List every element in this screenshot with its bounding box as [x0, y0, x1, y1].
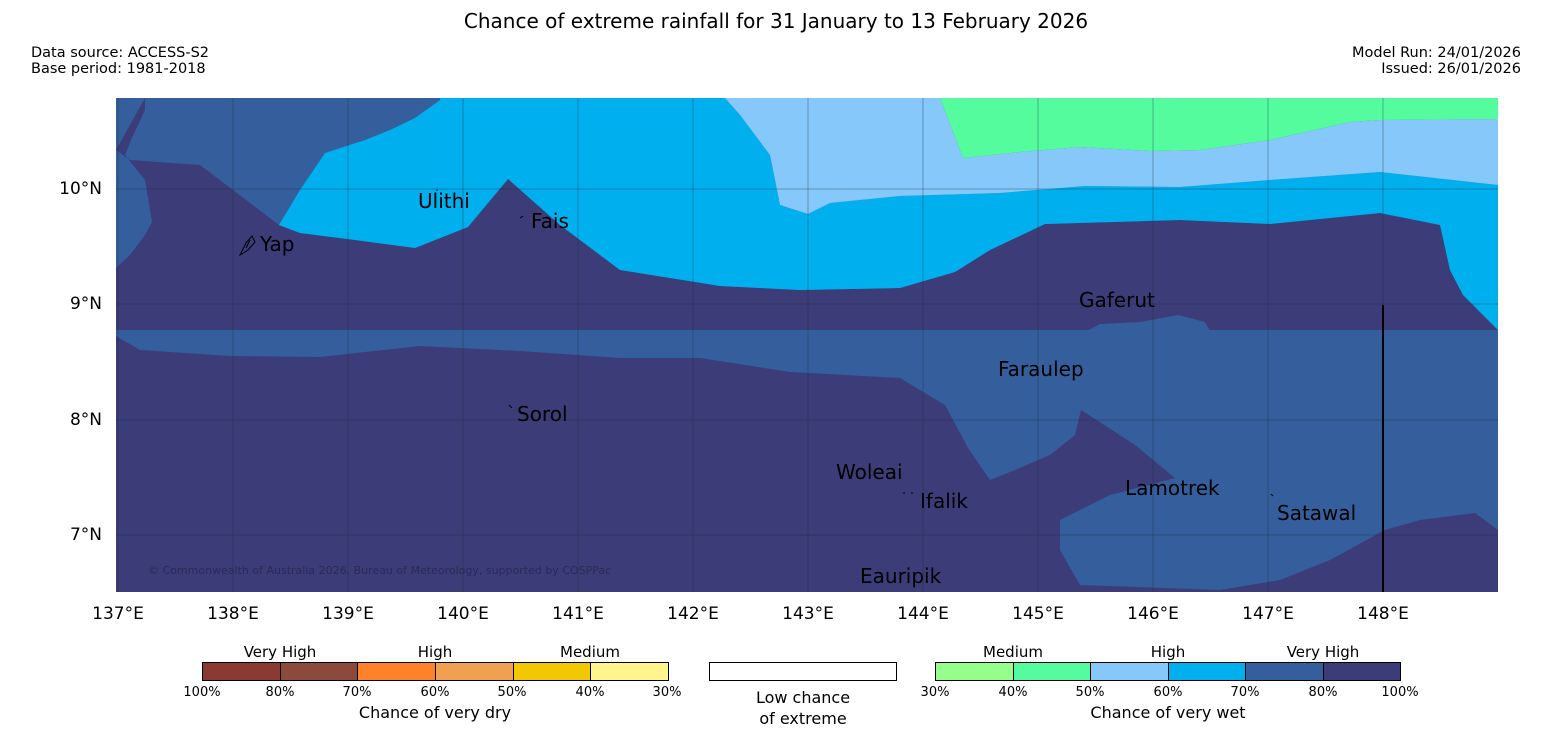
- island-label-faraulep: Faraulep: [998, 357, 1084, 381]
- wet-category-medium: Medium: [983, 643, 1043, 661]
- island-markers: [238, 189, 1274, 497]
- dry-tick: 100%: [183, 685, 221, 700]
- data-source: Data source: ACCESS-S2: [31, 45, 210, 61]
- dry-tick: 40%: [575, 685, 605, 700]
- wet-colorbar: [935, 662, 1401, 681]
- region-wet-60: [725, 98, 1498, 214]
- wet-tick: 60%: [1153, 685, 1183, 700]
- gridlines: [116, 98, 1498, 592]
- lon-label-144: 144°E: [897, 604, 949, 624]
- wet-swatch-1: [1013, 663, 1091, 680]
- island-label-ulithi: Ulithi: [418, 189, 470, 213]
- wet-tick: 100%: [1381, 685, 1419, 700]
- region-wet-70: [279, 98, 1498, 330]
- lon-label-137: 137°E: [92, 604, 144, 624]
- region-wet-50: [940, 98, 1498, 158]
- dry-tick: 30%: [652, 685, 682, 700]
- lat-label-10: 10°N: [59, 179, 102, 199]
- island-label-ifalik: Ifalik: [920, 489, 968, 513]
- wet-swatch-4: [1246, 663, 1324, 680]
- wet-tick: 70%: [1230, 685, 1260, 700]
- dry-swatch-5: [591, 663, 669, 680]
- wet-swatch-0: [936, 663, 1014, 680]
- island-label-satawal: Satawal: [1277, 501, 1356, 525]
- lon-label-138: 138°E: [207, 604, 259, 624]
- lon-label-141: 141°E: [552, 604, 604, 624]
- wet-category-very-high: Very High: [1286, 643, 1360, 661]
- lon-label-148: 148°E: [1357, 604, 1409, 624]
- copyright-notice: © Commonwealth of Australia 2026, Bureau…: [148, 564, 611, 577]
- island-label-lamotrek: Lamotrek: [1125, 476, 1220, 500]
- dry-colorbar: [202, 662, 669, 681]
- wet-category-high: High: [1150, 643, 1186, 661]
- wet-swatch-5: [1323, 663, 1400, 680]
- island-label-sorol: Sorol: [517, 402, 568, 426]
- dry-tick: 70%: [342, 685, 372, 700]
- wet-tick: 40%: [998, 685, 1028, 700]
- lon-label-139: 139°E: [322, 604, 374, 624]
- issued-date: Issued: 26/01/2026: [1381, 61, 1521, 77]
- island-label-eauripik: Eauripik: [860, 564, 942, 588]
- wet-swatch-2: [1091, 663, 1169, 680]
- wet-caption: Chance of very wet: [1090, 703, 1246, 722]
- wet-tick: 80%: [1308, 685, 1338, 700]
- island-label-fais: Fais: [531, 209, 569, 233]
- wet-tick: 50%: [1075, 685, 1105, 700]
- dry-category-medium: Medium: [560, 643, 620, 661]
- island-label-woleai: Woleai: [836, 460, 903, 484]
- island-label-gaferut: Gaferut: [1079, 288, 1155, 312]
- lon-label-143: 143°E: [782, 604, 834, 624]
- lon-label-146: 146°E: [1127, 604, 1179, 624]
- neutral-swatch: [709, 662, 897, 681]
- dry-caption: Chance of very dry: [358, 703, 512, 722]
- dry-tick: 60%: [420, 685, 450, 700]
- dry-swatch-1: [280, 663, 359, 680]
- lon-label-147: 147°E: [1242, 604, 1294, 624]
- wet-swatch-3: [1168, 663, 1246, 680]
- dry-swatch-2: [358, 663, 437, 680]
- lon-label-142: 142°E: [667, 604, 719, 624]
- dry-swatch-0: [203, 663, 281, 680]
- dry-tick: 80%: [265, 685, 295, 700]
- base-period: Base period: 1981-2018: [31, 61, 206, 77]
- metadata-right: Model Run: 24/01/2026 Issued: 26/01/2026: [1352, 45, 1521, 77]
- wet-tick: 30%: [920, 685, 950, 700]
- model-run: Model Run: 24/01/2026: [1351, 45, 1521, 61]
- metadata-left: Data source: ACCESS-S2 Base period: 1981…: [31, 45, 209, 77]
- neutral-caption-line2: of extreme: [759, 709, 847, 728]
- chart-title: Chance of extreme rainfall for 31 Januar…: [463, 9, 1089, 33]
- lat-label-7: 7°N: [69, 525, 102, 545]
- dry-swatch-4: [513, 663, 592, 680]
- island-label-yap: Yap: [259, 232, 294, 256]
- neutral-caption-line1: Low chance: [755, 688, 851, 707]
- dry-swatch-3: [436, 663, 514, 680]
- lon-label-140: 140°E: [437, 604, 489, 624]
- dry-category-very-high: Very High: [243, 643, 317, 661]
- lat-label-8: 8°N: [69, 410, 102, 430]
- lat-label-9: 9°N: [69, 294, 102, 314]
- dry-category-high: High: [417, 643, 453, 661]
- dry-tick: 50%: [497, 685, 527, 700]
- lon-label-145: 145°E: [1012, 604, 1064, 624]
